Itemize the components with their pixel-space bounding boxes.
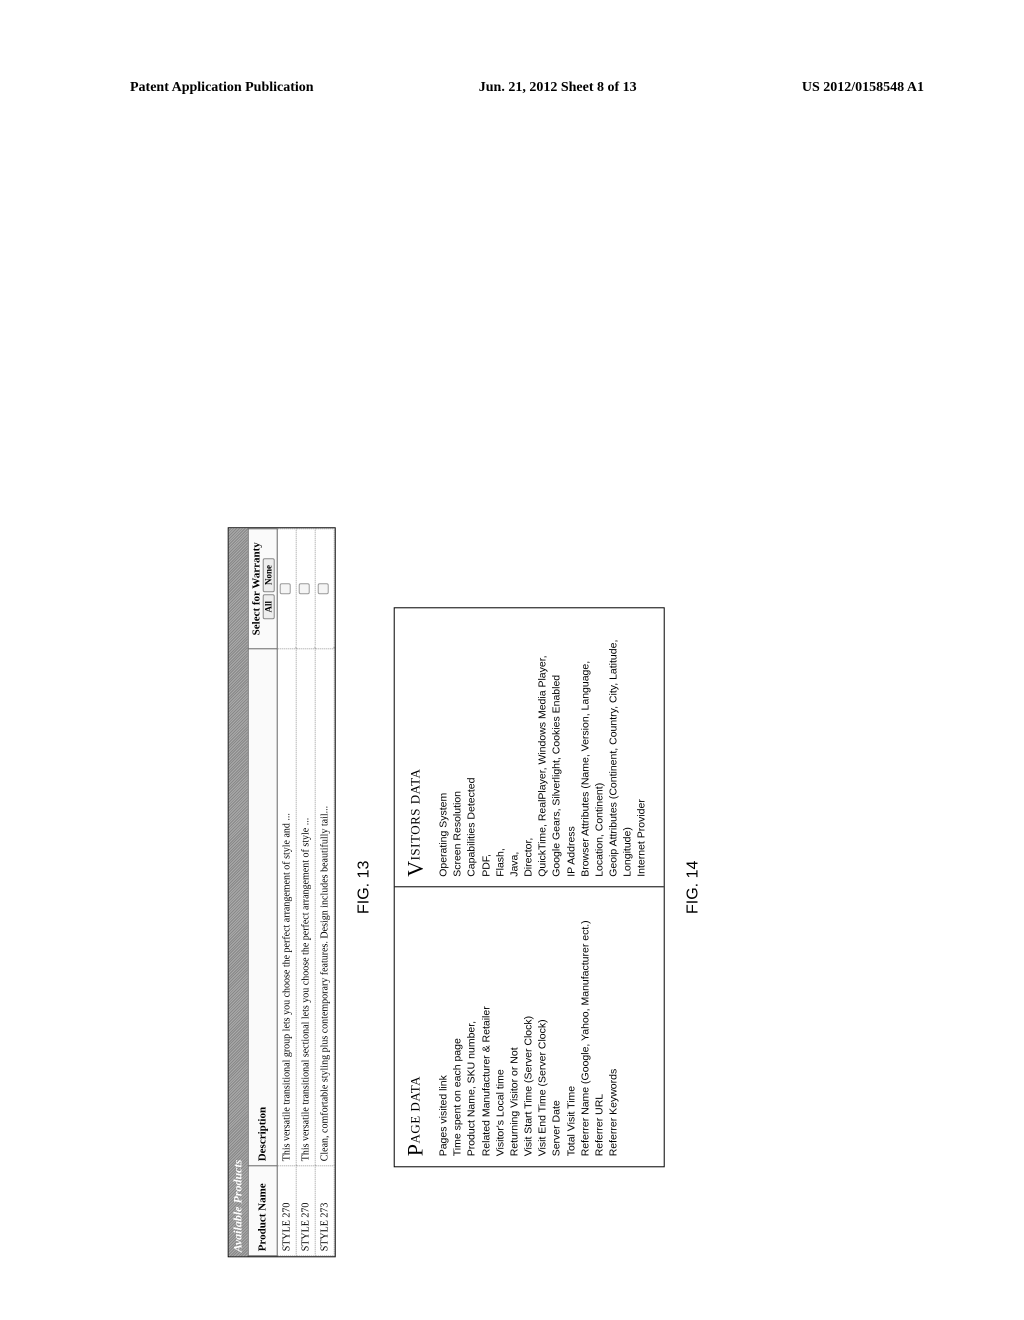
list-item: Visitor's Local time bbox=[493, 898, 507, 1157]
list-item: Capabilities Detected bbox=[465, 618, 479, 877]
table-row-check bbox=[315, 529, 334, 649]
table-row-name: STYLE 270 bbox=[277, 1166, 296, 1256]
list-item: Google Gears, Silverlight, Cookies Enabl… bbox=[550, 618, 564, 877]
fig13-title: Available Products bbox=[229, 528, 248, 1256]
page-data-column: PAGE DATA Pages visited link Time spent … bbox=[395, 887, 664, 1167]
visitors-data-column: VISITORS DATA Operating System Screen Re… bbox=[395, 608, 664, 887]
list-item: Browser Attributes (Name, Version, Langu… bbox=[578, 618, 606, 877]
list-item: QuickTime, RealPlayer, Windows Media Pla… bbox=[536, 618, 550, 877]
fig14-label: FIG. 14 bbox=[684, 517, 702, 1257]
table-row-desc: This versatile transitional sectional le… bbox=[296, 649, 315, 1166]
checkbox[interactable] bbox=[318, 583, 329, 594]
list-item: Screen Resolution bbox=[451, 618, 465, 877]
list-item: Visit End Time (Server Clock) bbox=[536, 898, 550, 1157]
list-item: IP Address bbox=[564, 618, 578, 877]
list-item: Returning Visitor or Not bbox=[508, 898, 522, 1157]
header-left: Patent Application Publication bbox=[130, 80, 314, 96]
fig13-label: FIG. 13 bbox=[356, 517, 374, 1257]
list-item: Visit Start Time (Server Clock) bbox=[522, 898, 536, 1157]
list-item: Related Manufacturer & Retailer bbox=[479, 898, 493, 1157]
list-item: Time spent on each page bbox=[451, 898, 465, 1157]
list-item: Total Visit Time bbox=[564, 898, 578, 1157]
visitors-data-title: VISITORS DATA bbox=[403, 618, 429, 877]
table-row-check bbox=[296, 529, 315, 649]
col-description: Description bbox=[248, 649, 277, 1166]
page-data-title: PAGE DATA bbox=[403, 898, 429, 1157]
list-item: Internet Provider bbox=[635, 618, 649, 877]
fig13-table: Available Products Product NameDescripti… bbox=[228, 527, 336, 1257]
list-item: Referrer Name (Google, Yahoo, Manufactur… bbox=[578, 898, 592, 1157]
list-item: Flash, bbox=[493, 618, 507, 877]
checkbox[interactable] bbox=[299, 583, 310, 594]
list-item: Server Date bbox=[550, 898, 564, 1157]
list-item: Referrer Keywords bbox=[607, 898, 621, 1157]
table-row-check bbox=[277, 529, 296, 649]
list-item: Operating System bbox=[437, 618, 451, 877]
products-table: Product NameDescriptionSelect for Warran… bbox=[248, 528, 335, 1256]
none-button[interactable]: None bbox=[263, 558, 275, 592]
list-item: Referrer URL bbox=[593, 898, 607, 1157]
page-header: Patent Application Publication Jun. 21, … bbox=[0, 80, 1024, 96]
list-item: Product Name, SKU number, bbox=[465, 898, 479, 1157]
table-row-name: STYLE 273 bbox=[315, 1166, 334, 1256]
list-item: Java, bbox=[508, 618, 522, 877]
header-center: Jun. 21, 2012 Sheet 8 of 13 bbox=[479, 80, 637, 96]
list-item: PDF, bbox=[479, 618, 493, 877]
header-right: US 2012/0158548 A1 bbox=[802, 80, 924, 96]
col-warranty: Select for WarrantyAllNone bbox=[248, 529, 277, 649]
rotated-figures: Available Products Product NameDescripti… bbox=[228, 517, 723, 1257]
table-row-name: STYLE 270 bbox=[296, 1166, 315, 1256]
checkbox[interactable] bbox=[280, 583, 291, 594]
list-item: Geoip Attributes (Continent, Country, Ci… bbox=[607, 618, 635, 877]
col-product-name: Product Name bbox=[248, 1166, 277, 1256]
all-button[interactable]: All bbox=[263, 594, 275, 620]
list-item: Director, bbox=[522, 618, 536, 877]
table-row-desc: Clean, comfortable styling plus contempo… bbox=[315, 649, 334, 1166]
list-item: Pages visited link bbox=[437, 898, 451, 1157]
table-row-desc: This versatile transitional group lets y… bbox=[277, 649, 296, 1166]
fig14-box: PAGE DATA Pages visited link Time spent … bbox=[394, 607, 665, 1167]
